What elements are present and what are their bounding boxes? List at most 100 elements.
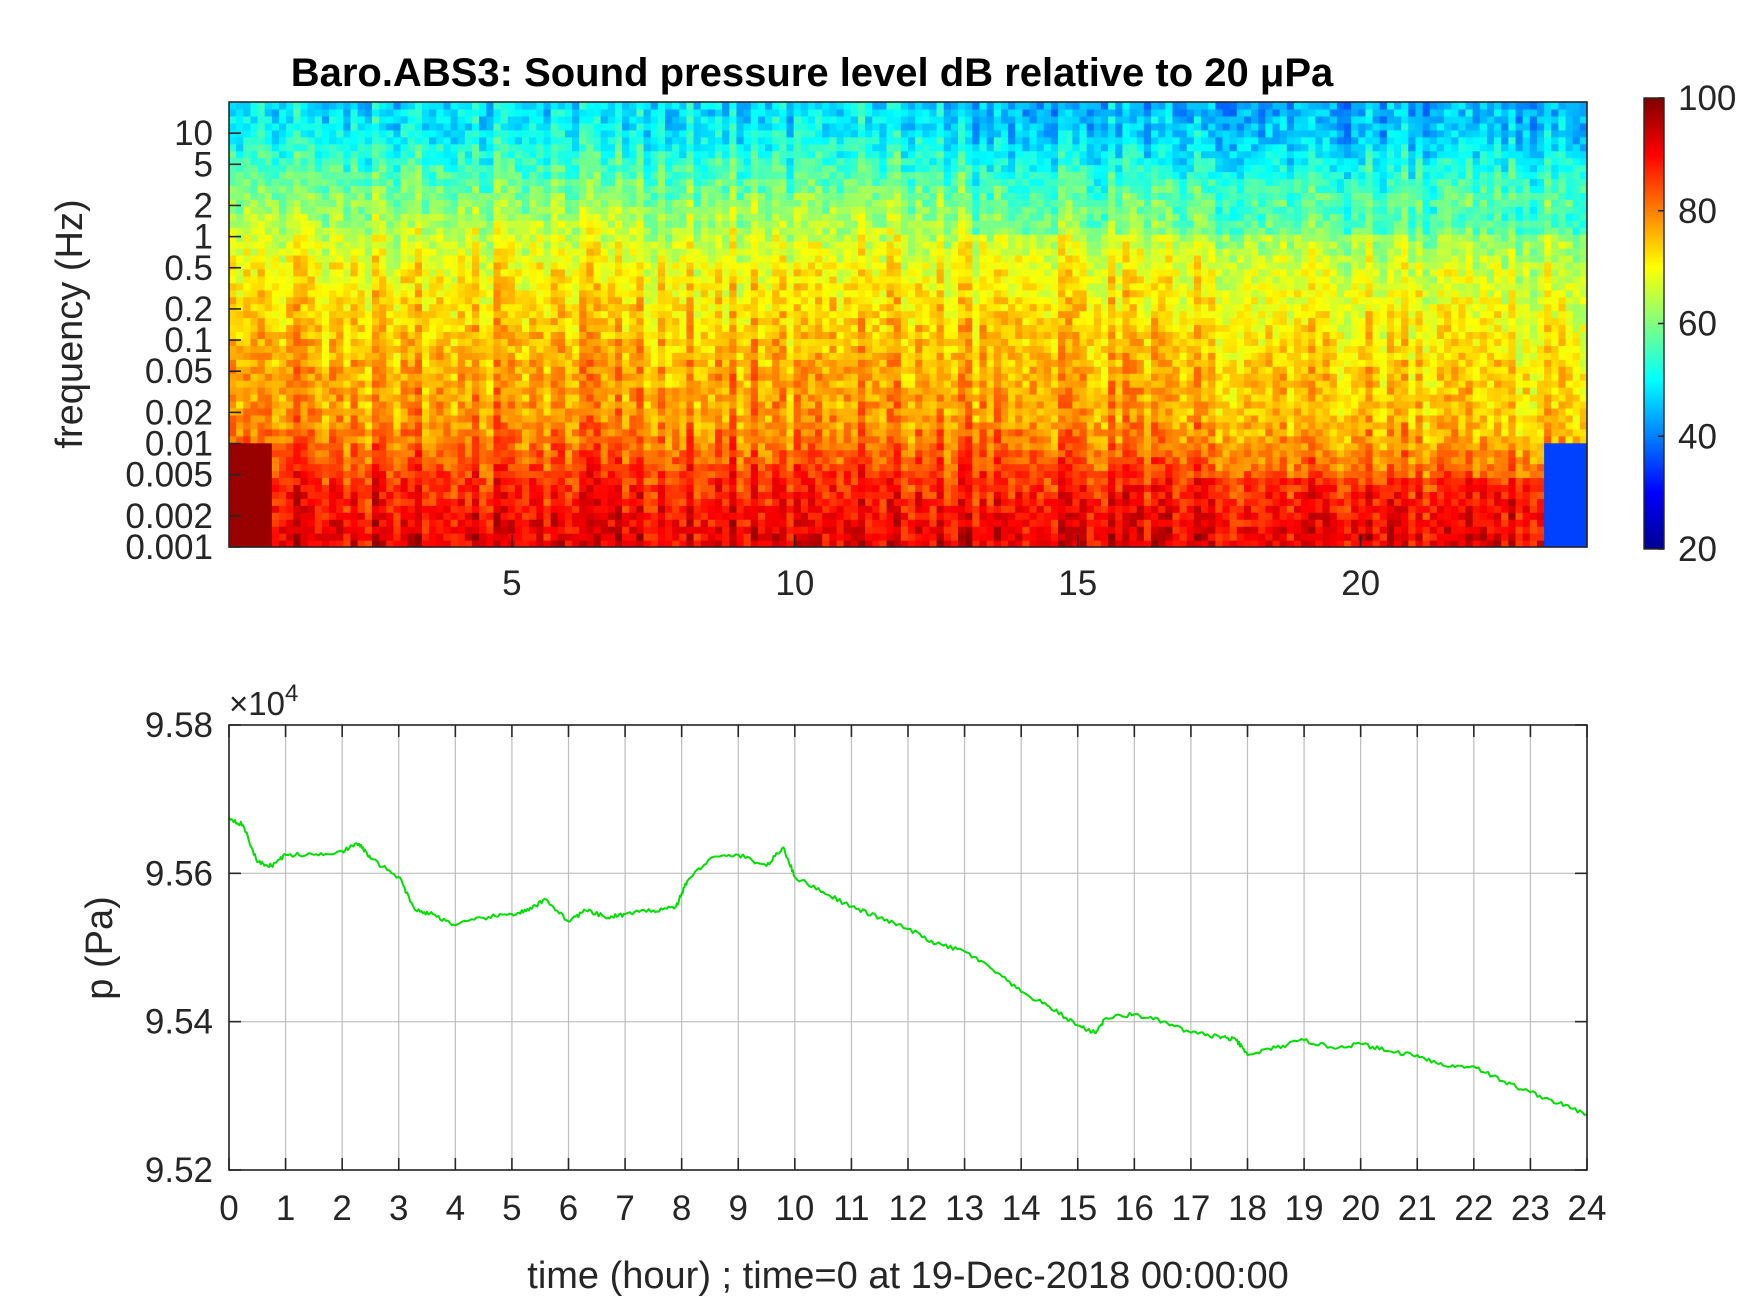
heatmap-cell: [686, 505, 694, 513]
heatmap-cell: [772, 415, 780, 423]
heatmap-cell: [372, 387, 380, 395]
heatmap-cell: [522, 325, 530, 333]
heatmap-cell: [644, 248, 652, 256]
heatmap-cell: [615, 366, 623, 374]
heatmap-cell: [608, 192, 616, 200]
heatmap-cell: [658, 359, 666, 367]
heatmap-cell: [293, 241, 301, 249]
heatmap-cell: [636, 533, 644, 541]
heatmap-cell: [536, 297, 544, 305]
heatmap-cell: [286, 457, 294, 465]
heatmap-cell: [401, 331, 409, 339]
heatmap-cell: [286, 318, 294, 326]
heatmap-cell: [536, 484, 544, 492]
heatmap-cell: [708, 206, 716, 214]
heatmap-cell: [458, 352, 466, 360]
heatmap-cell: [293, 338, 301, 346]
heatmap-cell: [279, 248, 287, 256]
heatmap-cell: [322, 283, 330, 291]
heatmap-cell: [393, 297, 401, 305]
heatmap-cell: [501, 172, 509, 180]
heatmap-cell: [686, 116, 694, 124]
heatmap-cell: [308, 401, 316, 409]
heatmap-cell: [558, 325, 566, 333]
heatmap-cell: [601, 262, 609, 270]
heatmap-cell: [372, 137, 380, 145]
heatmap-cell: [779, 408, 787, 416]
heatmap-cell: [644, 102, 652, 110]
heatmap-cell: [343, 116, 351, 124]
heatmap-cell: [529, 123, 537, 131]
heatmap-cell: [415, 311, 423, 319]
heatmap-cell: [708, 408, 716, 416]
heatmap-cell: [551, 484, 559, 492]
heatmap-cell: [486, 158, 494, 166]
heatmap-cell: [536, 443, 544, 451]
heatmap-cell: [315, 436, 323, 444]
heatmap-cell: [429, 234, 437, 242]
heatmap-cell: [758, 498, 766, 506]
heatmap-cell: [658, 408, 666, 416]
heatmap-cell: [522, 151, 530, 159]
heatmap-cell: [479, 158, 487, 166]
heatmap-cell: [351, 325, 359, 333]
heatmap-cell: [679, 325, 687, 333]
heatmap-cell: [736, 311, 744, 319]
heatmap-cell: [744, 366, 752, 374]
heatmap-cell: [436, 450, 444, 458]
heatmap-cell: [615, 234, 623, 242]
heatmap-cell: [372, 484, 380, 492]
heatmap-cell: [558, 429, 566, 437]
heatmap-cell: [479, 408, 487, 416]
heatmap-cell: [365, 109, 373, 117]
heatmap-cell: [708, 255, 716, 263]
heatmap-cell: [429, 401, 437, 409]
heatmap-cell: [265, 519, 273, 527]
heatmap-cell: [586, 484, 594, 492]
heatmap-cell: [386, 498, 394, 506]
heatmap-cell: [379, 206, 387, 214]
heatmap-cell: [372, 158, 380, 166]
heatmap-cell: [443, 408, 451, 416]
heatmap-cell: [672, 151, 680, 159]
heatmap-cell: [729, 331, 737, 339]
heatmap-cell: [472, 443, 480, 451]
heatmap-cell: [636, 450, 644, 458]
heatmap-cell: [722, 422, 730, 430]
heatmap-cell: [522, 359, 530, 367]
heatmap-cell: [736, 533, 744, 541]
heatmap-cell: [729, 477, 737, 485]
heatmap-cell: [686, 526, 694, 534]
heatmap-cell: [665, 102, 673, 110]
heatmap-cell: [522, 401, 530, 409]
heatmap-cell: [372, 297, 380, 305]
heatmap-cell: [515, 443, 523, 451]
heatmap-cell: [272, 519, 280, 527]
heatmap-cell: [736, 116, 744, 124]
heatmap-cell: [458, 185, 466, 193]
heatmap-cell: [515, 526, 523, 534]
heatmap-cell: [365, 464, 373, 472]
heatmap-cell: [594, 484, 602, 492]
heatmap-cell: [265, 116, 273, 124]
heatmap-cell: [508, 206, 516, 214]
heatmap-cell: [722, 165, 730, 173]
heatmap-cell: [658, 178, 666, 186]
heatmap-cell: [250, 241, 258, 249]
heatmap-cell: [522, 366, 530, 374]
heatmap-cell: [465, 297, 473, 305]
heatmap-cell: [479, 498, 487, 506]
heatmap-cell: [558, 526, 566, 534]
heatmap-cell: [408, 269, 416, 277]
heatmap-cell: [458, 331, 466, 339]
heatmap-cell: [422, 269, 430, 277]
heatmap-cell: [779, 471, 787, 479]
heatmap-cell: [715, 477, 723, 485]
heatmap-cell: [429, 331, 437, 339]
heatmap-cell: [715, 290, 723, 298]
heatmap-cell: [315, 505, 323, 513]
heatmap-cell: [351, 220, 359, 228]
heatmap-cell: [272, 318, 280, 326]
heatmap-cell: [351, 338, 359, 346]
heatmap-cell: [708, 436, 716, 444]
